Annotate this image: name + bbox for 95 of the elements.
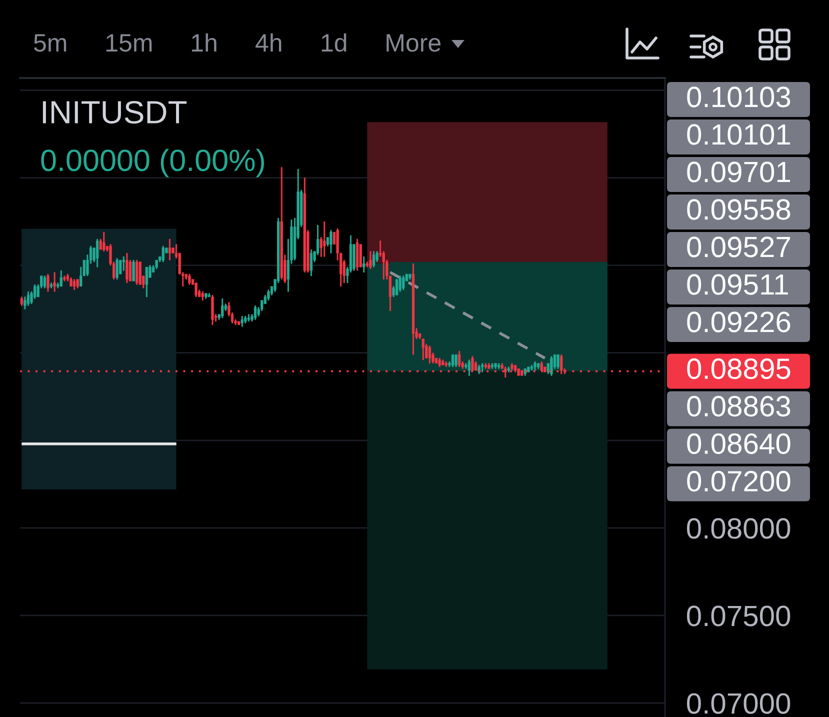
text: 0.00000 (0.00%) bbox=[41, 148, 264, 178]
candlestick bbox=[60, 270, 62, 287]
candlestick bbox=[534, 361, 536, 371]
candlestick bbox=[122, 256, 125, 271]
candlestick bbox=[514, 364, 517, 372]
candlestick bbox=[72, 279, 76, 290]
candlestick bbox=[536, 363, 540, 369]
candlestick bbox=[451, 354, 454, 368]
candlestick bbox=[438, 358, 441, 368]
candlestick bbox=[454, 354, 458, 368]
candlestick bbox=[254, 305, 257, 320]
candlestick bbox=[524, 368, 526, 376]
ref-line-label: 0.08895 bbox=[687, 358, 790, 380]
candlestick bbox=[96, 238, 99, 268]
candlestick bbox=[484, 363, 487, 369]
candlestick bbox=[76, 279, 79, 288]
candlestick bbox=[267, 290, 270, 301]
candlestick bbox=[20, 296, 23, 306]
candlestick bbox=[102, 232, 106, 252]
candlestick bbox=[481, 363, 484, 372]
text: 0.07200 bbox=[687, 470, 790, 492]
candlestick bbox=[442, 360, 444, 366]
text: 1d bbox=[322, 33, 346, 52]
candlestick bbox=[43, 276, 46, 288]
text: 0.09701 bbox=[687, 162, 790, 182]
candlestick bbox=[310, 249, 313, 276]
candlestick bbox=[211, 294, 214, 326]
candlestick bbox=[208, 293, 211, 298]
candlestick bbox=[428, 346, 432, 364]
candlestick bbox=[408, 274, 412, 280]
text: 1h bbox=[192, 33, 216, 52]
candlestick bbox=[497, 363, 500, 369]
text: INITUSDT bbox=[42, 100, 187, 124]
candlestick bbox=[369, 251, 372, 270]
candlestick bbox=[402, 276, 405, 290]
candlestick bbox=[53, 272, 56, 292]
candlestick bbox=[162, 246, 164, 262]
candlestick bbox=[135, 260, 138, 285]
candlestick bbox=[356, 238, 359, 271]
candlestick bbox=[63, 276, 66, 282]
candlestick bbox=[70, 277, 72, 287]
candlestick bbox=[26, 291, 30, 306]
candlestick bbox=[556, 354, 560, 369]
candlestick bbox=[444, 361, 448, 368]
text: 0.10101 bbox=[687, 124, 790, 145]
candlestick bbox=[330, 230, 332, 254]
candlestick bbox=[46, 274, 50, 292]
candlestick bbox=[138, 262, 142, 285]
candlestick bbox=[530, 364, 534, 371]
text: More bbox=[386, 34, 440, 52]
candlestick bbox=[50, 282, 53, 288]
text: 0.09558 bbox=[687, 199, 790, 220]
candlestick bbox=[458, 350, 461, 368]
candlestick bbox=[188, 274, 191, 285]
candlestick bbox=[412, 263, 415, 355]
candlestick bbox=[145, 266, 148, 298]
text: 15m bbox=[106, 34, 152, 52]
candlestick bbox=[395, 279, 398, 296]
candlestick bbox=[194, 282, 198, 298]
candlestick bbox=[550, 356, 553, 376]
candlestick bbox=[247, 314, 250, 322]
candlestick bbox=[126, 252, 128, 284]
candlestick bbox=[527, 366, 530, 372]
text: 0.08863 bbox=[687, 396, 790, 417]
text: 0.09511 bbox=[687, 274, 788, 295]
text: 5m bbox=[34, 34, 66, 52]
y-tick-label: 0.07500 bbox=[686, 606, 790, 626]
candlestick bbox=[201, 291, 204, 301]
candlestick bbox=[238, 321, 240, 326]
candlestick bbox=[560, 354, 563, 374]
y-tick-label: 0.08000 bbox=[686, 518, 790, 539]
text: 0.09527 bbox=[687, 236, 790, 258]
candlestick bbox=[116, 258, 118, 280]
candlestick bbox=[204, 293, 208, 299]
candlestick bbox=[155, 260, 158, 270]
candlestick bbox=[362, 256, 366, 273]
candlestick bbox=[221, 298, 224, 318]
candlestick bbox=[468, 360, 471, 376]
candlestick bbox=[303, 178, 306, 273]
candlestick bbox=[132, 260, 135, 282]
candlestick bbox=[168, 238, 172, 260]
y-tick-label: 0.07000 bbox=[686, 693, 790, 714]
candlestick bbox=[372, 251, 376, 268]
candlestick bbox=[494, 363, 497, 369]
candlestick bbox=[507, 366, 510, 372]
candlestick bbox=[240, 316, 244, 327]
text: 4h bbox=[256, 33, 282, 52]
candlestick bbox=[244, 316, 247, 324]
text: 0.09226 bbox=[687, 312, 790, 332]
text: 0.10103 bbox=[687, 86, 790, 108]
candlestick bbox=[280, 167, 283, 280]
candlestick bbox=[323, 221, 326, 257]
candlestick bbox=[490, 363, 494, 369]
text: 0.08640 bbox=[687, 433, 790, 454]
candlestick bbox=[398, 276, 402, 292]
